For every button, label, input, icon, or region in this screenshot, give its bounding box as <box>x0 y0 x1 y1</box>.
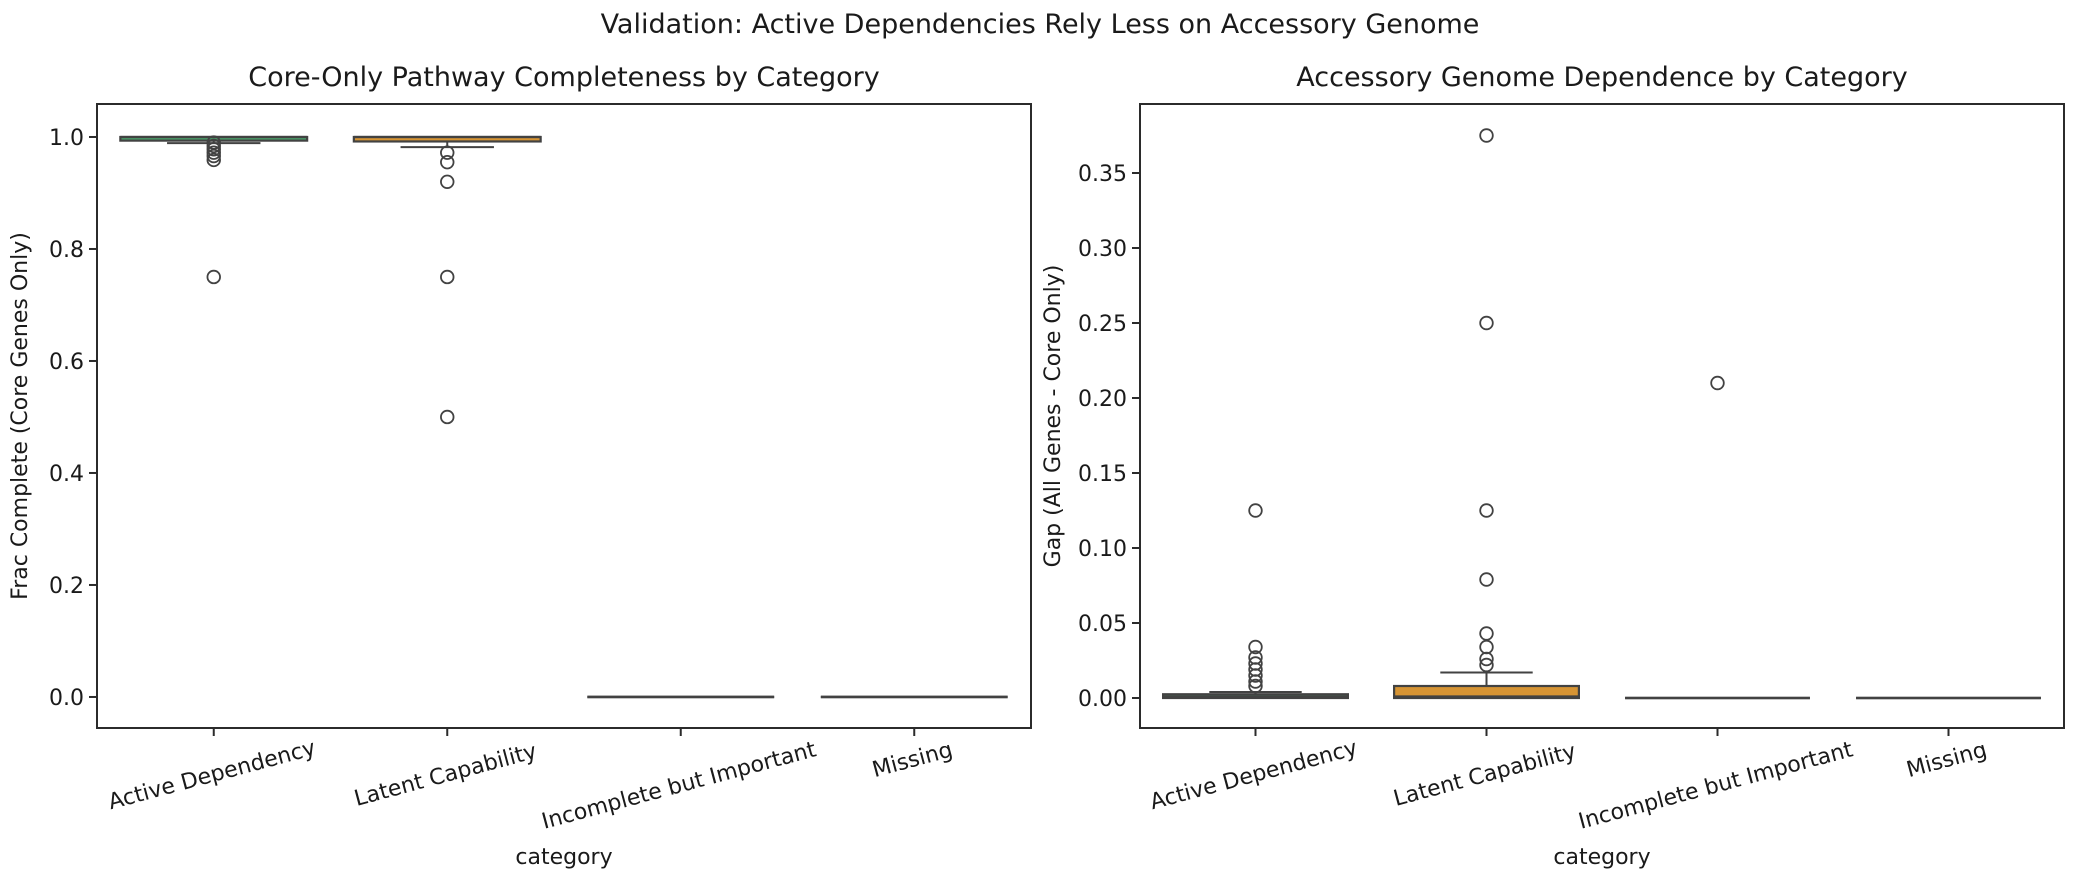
y-tick-label: 0.05 <box>1078 612 1127 637</box>
outlier-latent-capability-2 <box>440 174 455 189</box>
box-latent-capability <box>1392 684 1580 700</box>
y-tick-label: 0.4 <box>49 462 84 487</box>
y-tick-label: 1.0 <box>49 126 84 151</box>
outlier-active-dependency-4 <box>206 148 221 164</box>
y-tick-label: 0.30 <box>1078 237 1127 262</box>
left-plot-title: Core-Only Pathway Completeness by Catego… <box>248 62 880 93</box>
outlier-active-dependency-6 <box>206 269 221 285</box>
outlier-latent-capability-3 <box>1479 626 1494 641</box>
y-tick-label: 0.0 <box>49 686 84 711</box>
right-x-axis-label: category <box>1553 845 1650 870</box>
x-tick-label-latent-capability: Latent Capability <box>352 739 540 812</box>
left-x-axis-label: category <box>515 845 612 870</box>
outlier-latent-capability-6 <box>1479 315 1494 331</box>
outlier-latent-capability-0 <box>440 145 455 160</box>
left-axes-frame <box>96 103 1032 729</box>
x-tick-label-latent-capability: Latent Capability <box>1391 739 1579 812</box>
outlier-incomplete-but-important-0 <box>1710 375 1725 391</box>
outlier-active-dependency-6 <box>1248 639 1263 655</box>
outlier-latent-capability-4 <box>1479 572 1494 587</box>
outlier-active-dependency-5 <box>1248 650 1263 665</box>
x-tick-label-missing: Missing <box>1904 738 1990 783</box>
outlier-latent-capability-5 <box>1479 503 1494 518</box>
y-tick-label: 0.35 <box>1078 162 1127 187</box>
x-tick-label-active-dependency: Active Dependency <box>106 736 319 815</box>
y-tick-label: 0.00 <box>1078 687 1127 712</box>
outlier-latent-capability-1 <box>440 154 455 170</box>
outlier-latent-capability-7 <box>1479 128 1494 143</box>
outlier-active-dependency-7 <box>1248 503 1263 518</box>
right-y-axis-label: Gap (All Genes - Core Only) <box>1041 265 1066 568</box>
y-tick-label: 0.2 <box>49 574 84 599</box>
left-y-axis-label: Frac Complete (Core Genes Only) <box>8 232 33 600</box>
x-tick-label-active-dependency: Active Dependency <box>1147 736 1360 815</box>
outlier-latent-capability-0 <box>1479 657 1494 673</box>
right-plot-title: Accessory Genome Dependence by Category <box>1296 62 1907 93</box>
outlier-latent-capability-3 <box>440 269 455 285</box>
y-tick-label: 0.25 <box>1078 312 1127 337</box>
y-tick-label: 0.10 <box>1078 537 1127 562</box>
outlier-active-dependency-5 <box>206 152 221 168</box>
right-axes-frame <box>1139 103 2065 729</box>
y-tick-label: 0.20 <box>1078 387 1127 412</box>
y-tick-label: 0.8 <box>49 238 84 263</box>
outlier-active-dependency-4 <box>1248 656 1263 671</box>
y-tick-label: 0.15 <box>1078 462 1127 487</box>
x-tick-label-incomplete-but-important: Incomplete but Important <box>1576 737 1856 834</box>
x-tick-label-missing: Missing <box>870 738 956 783</box>
x-tick-label-incomplete-but-important: Incomplete but Important <box>539 737 819 834</box>
outlier-latent-capability-4 <box>440 409 455 425</box>
outlier-active-dependency-0 <box>1248 678 1263 694</box>
figure-suptitle: Validation: Active Dependencies Rely Les… <box>601 9 1480 40</box>
y-tick-label: 0.6 <box>49 350 84 375</box>
outlier-latent-capability-2 <box>1479 639 1494 655</box>
